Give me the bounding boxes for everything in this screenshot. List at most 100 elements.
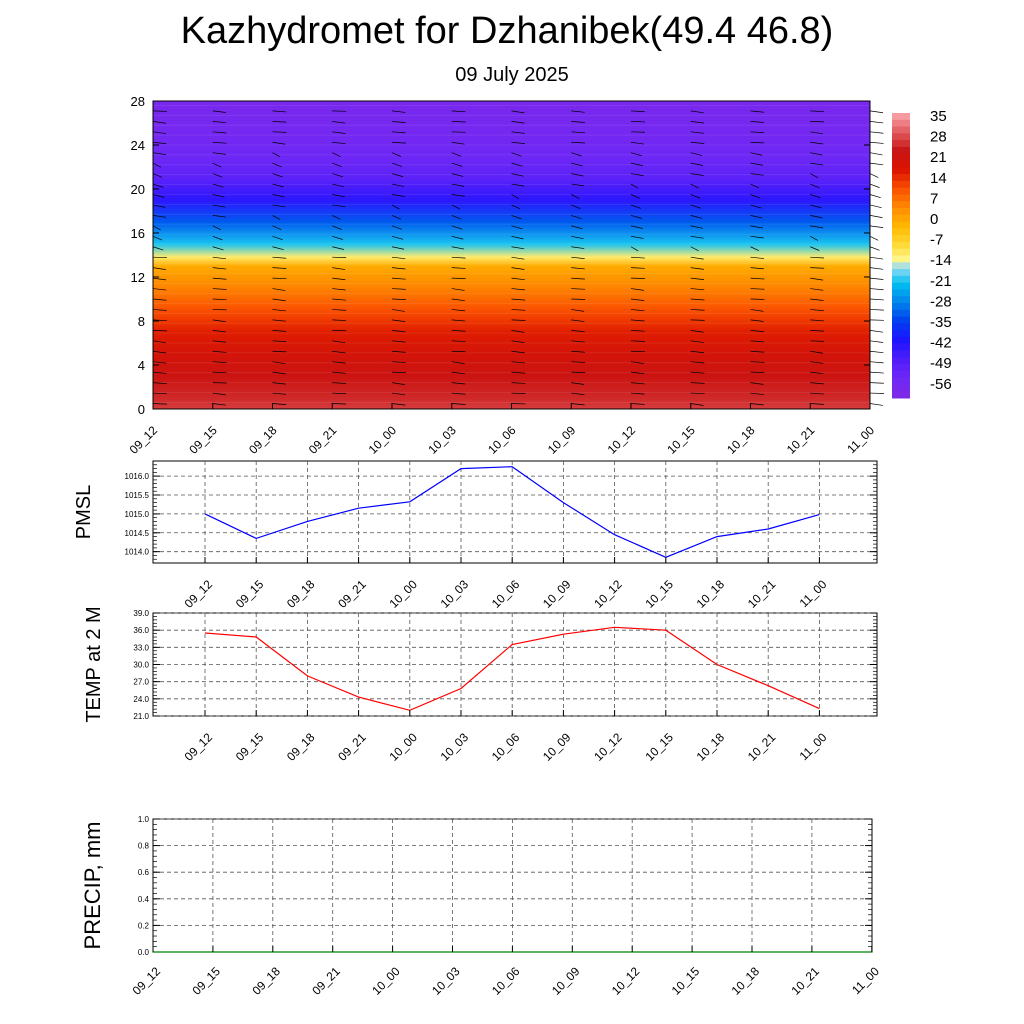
wind-barb	[571, 350, 585, 353]
wind-barb	[750, 215, 763, 219]
wind-barb	[571, 204, 581, 209]
wind-barb	[391, 382, 405, 385]
x-tick-label: 10_09	[549, 964, 583, 998]
y-tick-label: 1014.5	[125, 529, 150, 538]
wind-barb	[272, 183, 284, 188]
wind-barb	[272, 246, 284, 251]
wind-barb	[630, 225, 643, 229]
wind-barb	[391, 256, 406, 260]
wind-barb	[511, 162, 523, 167]
wind-barb	[212, 319, 226, 323]
wind-barb	[810, 403, 825, 405]
wind-barb	[391, 392, 406, 396]
wind-barb	[152, 162, 161, 168]
x-tick-label: 10_09	[540, 577, 574, 611]
temperature-cross-section: 0 4 8 12 16 20 24 28 09_12 09_15 09_18 09_21 10_00 10…	[127, 94, 884, 457]
wind-barb	[869, 309, 884, 311]
x-tick-label: 10_12	[609, 964, 643, 998]
wind-barb	[152, 361, 167, 364]
wind-barb	[750, 183, 760, 189]
colorbar-segment	[892, 309, 910, 318]
wind-barb	[212, 298, 227, 301]
wind-barb	[391, 277, 406, 280]
colorbar-segment	[892, 208, 910, 216]
wind-barb	[152, 267, 166, 270]
wind-barb	[332, 131, 346, 134]
wind-barb	[152, 152, 166, 155]
wind-barb	[810, 382, 824, 385]
wind-barb	[690, 288, 705, 291]
wind-barb	[332, 162, 342, 168]
x-tick-label: 10_00	[369, 964, 403, 998]
x-tick-label: 10_09	[540, 730, 574, 764]
colorbar-label: -42	[930, 335, 952, 352]
colorbar-label: -21	[930, 273, 952, 290]
wind-barb	[152, 382, 167, 384]
wind-barb	[152, 183, 164, 188]
wind-barb	[391, 288, 406, 290]
wind-barb	[571, 131, 585, 134]
wind-barb	[810, 319, 824, 322]
x-tick-label: 10_15	[642, 577, 676, 611]
wind-barb	[690, 246, 699, 252]
wind-barb	[391, 298, 406, 300]
wind-barb	[451, 173, 464, 177]
wind-barb	[810, 204, 822, 209]
wind-barb	[332, 225, 342, 230]
wind-barb	[690, 110, 704, 114]
wind-barb	[391, 330, 406, 333]
x-tick-label: 10_18	[729, 964, 763, 998]
wind-barb	[690, 152, 703, 156]
wind-barb	[511, 298, 526, 301]
wind-barb	[451, 382, 466, 385]
wind-barb	[571, 330, 585, 333]
wind-barb	[152, 215, 166, 218]
x-tick-label: 09_18	[284, 577, 318, 611]
y-tick-label: 28	[131, 94, 145, 109]
y-tick-label: 20	[131, 182, 145, 197]
colorbar-segment	[892, 303, 910, 311]
x-tick-label: 10_15	[642, 730, 676, 764]
y-tick-label: 33.0	[133, 643, 149, 652]
x-tick-label: 11_00	[844, 423, 877, 456]
wind-barb	[511, 350, 525, 354]
wind-barb	[451, 183, 465, 187]
wind-barb	[272, 330, 287, 332]
wind-barb	[332, 235, 343, 240]
wind-barb	[810, 330, 825, 332]
wind-barb	[391, 194, 405, 197]
x-tick-label: 09_12	[127, 423, 161, 457]
wind-barb	[272, 319, 287, 322]
wind-barb	[810, 110, 825, 113]
wind-barb	[451, 361, 465, 364]
wind-barb	[750, 330, 764, 333]
wind-barb	[511, 246, 525, 250]
x-tick-label: 09_15	[233, 577, 267, 611]
wind-barb	[451, 330, 466, 332]
x-tick-label: 10_12	[605, 423, 639, 457]
y-tick-label: 24	[131, 138, 145, 153]
x-tick-label: 09_12	[182, 577, 216, 611]
wind-barb	[690, 225, 703, 229]
wind-barb	[630, 309, 645, 312]
wind-barb	[750, 256, 764, 259]
wind-barb	[272, 162, 282, 168]
colorbar-segment	[892, 187, 910, 195]
wind-barb	[750, 235, 764, 239]
wind-barb	[212, 288, 227, 290]
wind-barb	[630, 162, 643, 167]
wind-barb	[571, 298, 586, 300]
wind-barb	[272, 403, 287, 405]
x-tick-label: 10_06	[489, 964, 523, 998]
wind-barb	[511, 110, 525, 114]
wind-barb	[571, 267, 585, 270]
y-tick-label: 0.8	[138, 842, 150, 851]
wind-barb	[451, 340, 466, 342]
wind-barb	[451, 403, 466, 405]
x-tick-label: 10_21	[745, 577, 779, 611]
wind-barb	[869, 330, 884, 333]
wind-barb	[451, 225, 463, 230]
wind-barb	[391, 110, 406, 113]
y-tick-label: 8	[138, 314, 145, 329]
wind-barb	[571, 173, 584, 177]
